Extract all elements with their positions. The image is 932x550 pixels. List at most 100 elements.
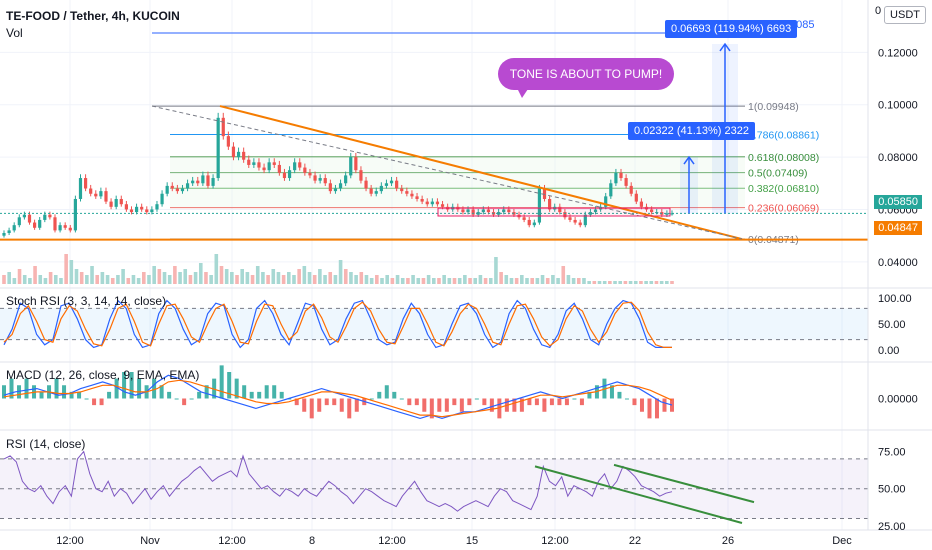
candle-body xyxy=(277,164,281,173)
y-tick-label: 25.00 xyxy=(878,521,906,533)
candle-body xyxy=(527,219,531,226)
macd-histogram-bar xyxy=(294,398,299,406)
candle-body xyxy=(17,217,21,226)
volume-bar xyxy=(369,278,374,284)
volume-bar xyxy=(43,278,48,284)
volume-bar xyxy=(343,269,348,284)
candle-body xyxy=(634,193,638,202)
macd-histogram-bar xyxy=(639,398,644,412)
volume-bar xyxy=(198,263,203,284)
volume-bar xyxy=(587,281,591,284)
candle-body xyxy=(7,230,11,234)
candle-body xyxy=(83,178,88,189)
volume-bar xyxy=(421,278,426,284)
macd-histogram-bar xyxy=(242,385,247,399)
macd-histogram-bar xyxy=(399,398,404,400)
fib-level-label: 0.5(0.07409) xyxy=(748,168,808,180)
volume-bar xyxy=(390,278,395,284)
candle-body xyxy=(364,180,368,189)
macd-histogram-bar xyxy=(107,391,112,399)
candle-body xyxy=(221,117,225,137)
divergence-line-upper xyxy=(613,463,755,504)
macd-histogram-bar xyxy=(452,398,457,406)
symbol-title[interactable]: TE-FOOD / Tether, 4h, KUCOIN xyxy=(6,9,180,23)
fib-level-label: 0.618(0.08008) xyxy=(748,152,819,164)
candle-body xyxy=(287,170,292,179)
volume-bar xyxy=(483,278,488,284)
rsi-pane xyxy=(0,450,868,524)
macd-histogram-bar xyxy=(654,398,659,419)
volume-bar xyxy=(628,281,633,284)
measure-small-label[interactable]: 0.02322 (41.13%) 2322 xyxy=(628,122,755,140)
volume-bar xyxy=(53,275,58,284)
candle-body xyxy=(170,185,174,189)
volume-bar xyxy=(17,269,22,284)
candle-body xyxy=(629,185,633,194)
macd-histogram-bar xyxy=(542,398,547,412)
macd-histogram-bar xyxy=(512,398,517,412)
volume-bar xyxy=(499,272,503,284)
candle-body xyxy=(593,209,598,213)
y-tick-label: 50.00 xyxy=(878,484,906,496)
volume-bar xyxy=(514,278,519,284)
candle-body xyxy=(466,209,470,213)
volume-bar xyxy=(504,275,509,284)
volume-bar xyxy=(271,269,276,284)
volume-bar xyxy=(152,266,156,284)
volume-bar xyxy=(188,275,193,284)
candle-body xyxy=(578,222,582,226)
y-tick-label: 0.00 xyxy=(878,345,899,357)
volume-bar xyxy=(349,272,353,284)
candle-body xyxy=(293,162,297,171)
candle-body xyxy=(282,172,287,179)
macd-histogram-bar xyxy=(377,391,382,399)
macd-histogram-bar xyxy=(159,385,164,399)
x-tick-label: 12:00 xyxy=(218,535,246,547)
volume-bar xyxy=(416,278,421,284)
candle-body xyxy=(573,219,577,223)
volume-label: Vol xyxy=(6,26,23,40)
candle-body xyxy=(22,214,26,218)
macd-title[interactable]: MACD (12, 26, close, 9, EMA, EMA) xyxy=(6,368,200,382)
candle-body xyxy=(272,162,276,165)
measure-big-label[interactable]: 0.06693 (119.94%) 6693 xyxy=(665,20,798,38)
macd-histogram-bar xyxy=(212,378,217,399)
volume-bar xyxy=(255,266,260,284)
volume-bar xyxy=(240,269,245,284)
fib-level-label: 0.382(0.06810) xyxy=(748,183,819,195)
candle-body xyxy=(542,188,547,199)
stoch-rsi-title[interactable]: Stoch RSI (3, 3, 14, 14, close) xyxy=(6,294,167,308)
candle-body xyxy=(624,178,628,186)
volume-bar xyxy=(162,272,167,284)
candle-body xyxy=(522,217,526,220)
volume-bar xyxy=(224,269,229,284)
macd-histogram-bar xyxy=(347,398,352,419)
candle-body xyxy=(257,162,261,168)
candle-body xyxy=(471,209,475,215)
candle-body xyxy=(165,185,169,194)
macd-histogram-bar xyxy=(624,398,629,400)
candle-body xyxy=(12,225,16,231)
macd-histogram-bar xyxy=(647,398,652,419)
macd-histogram-bar xyxy=(234,378,239,399)
candle-body xyxy=(2,233,6,236)
candle-body xyxy=(89,188,93,194)
candle-body xyxy=(206,175,210,186)
volume-bar xyxy=(639,281,643,284)
macd-histogram-bar xyxy=(497,398,502,419)
volume-bar xyxy=(338,260,343,284)
candle-body xyxy=(43,214,47,220)
volume-bar xyxy=(204,272,208,284)
candle-body xyxy=(94,193,98,197)
rsi-title[interactable]: RSI (14, close) xyxy=(6,437,86,451)
candle-body xyxy=(267,162,271,171)
volume-bar xyxy=(364,275,369,284)
volume-bar xyxy=(281,275,286,284)
stoch-band xyxy=(0,308,868,340)
currency-badge[interactable]: USDT xyxy=(884,6,926,24)
pump-callout[interactable]: TONE IS ABOUT TO PUMP! xyxy=(498,58,674,90)
volume-bars xyxy=(2,254,674,284)
volume-bar xyxy=(261,272,265,284)
macd-histogram-bar xyxy=(422,398,427,412)
volume-bar xyxy=(214,254,219,284)
